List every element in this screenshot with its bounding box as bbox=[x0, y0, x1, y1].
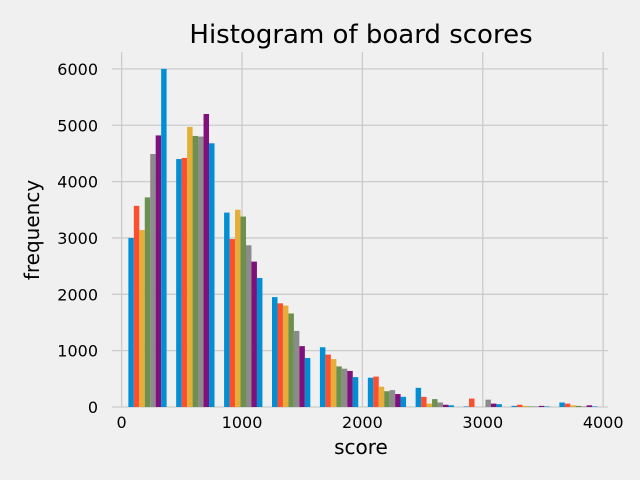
histogram-bar bbox=[133, 205, 140, 407]
x-tick-label: 1000 bbox=[222, 413, 263, 432]
y-axis-label: frequency bbox=[20, 180, 44, 280]
histogram-bar bbox=[235, 209, 241, 407]
histogram-bar bbox=[384, 391, 390, 407]
y-tick-label: 2000 bbox=[57, 285, 98, 304]
histogram-bar bbox=[288, 313, 294, 407]
y-tick-label: 1000 bbox=[57, 342, 98, 361]
x-tick-label: 4000 bbox=[583, 413, 624, 432]
x-axis-label: score bbox=[334, 435, 388, 459]
histogram-bar bbox=[176, 159, 182, 407]
histogram-bar bbox=[415, 387, 422, 407]
histogram-bar bbox=[240, 216, 246, 407]
histogram-bar bbox=[490, 403, 497, 407]
histogram-bar bbox=[347, 370, 353, 407]
histogram-bar bbox=[586, 405, 593, 407]
histogram-bar bbox=[251, 261, 257, 407]
histogram-bar bbox=[224, 212, 230, 407]
histogram-bar bbox=[592, 406, 598, 407]
histogram-bar bbox=[277, 303, 283, 407]
histogram-bar bbox=[570, 405, 576, 407]
histogram-bar bbox=[139, 230, 145, 407]
histogram-bar bbox=[144, 197, 151, 407]
histogram-bar bbox=[229, 239, 236, 407]
histogram-bar bbox=[192, 135, 199, 407]
histogram-bar bbox=[299, 346, 305, 407]
histogram-bar bbox=[319, 347, 326, 407]
histogram-bar bbox=[256, 277, 263, 407]
histogram-bar bbox=[469, 398, 475, 407]
histogram-bar bbox=[209, 143, 215, 408]
histogram-bar bbox=[496, 404, 502, 407]
y-tick-label: 3000 bbox=[57, 229, 98, 248]
histogram-bar bbox=[426, 403, 433, 407]
y-tick-labels: 0 1000 2000 3000 4000 5000 6000 bbox=[57, 60, 98, 417]
histogram-bar bbox=[352, 377, 359, 407]
histogram-bar bbox=[325, 354, 331, 407]
histogram-bar bbox=[400, 396, 407, 407]
histogram-bar bbox=[330, 359, 337, 407]
y-tick-label: 4000 bbox=[57, 173, 98, 192]
histogram-bar bbox=[161, 68, 167, 408]
histogram-bar bbox=[245, 245, 252, 407]
histogram-bar bbox=[187, 126, 193, 407]
x-tick-label: 2000 bbox=[342, 413, 383, 432]
histogram-bar bbox=[395, 394, 401, 407]
histogram-bar bbox=[282, 305, 289, 407]
histogram-bar bbox=[421, 396, 427, 407]
histogram-bar bbox=[336, 366, 342, 407]
histogram-bar bbox=[544, 406, 550, 407]
histogram-bar bbox=[463, 406, 470, 407]
histogram-bar bbox=[564, 403, 571, 407]
histogram-bar bbox=[272, 297, 278, 407]
x-tick-labels: 0 1000 2000 3000 4000 bbox=[117, 413, 624, 432]
histogram-bar bbox=[367, 377, 374, 407]
histogram-bar bbox=[341, 368, 348, 407]
histogram-bar bbox=[373, 376, 379, 407]
histogram-bar bbox=[527, 406, 534, 407]
histogram-bar bbox=[516, 404, 523, 407]
histogram-bar bbox=[181, 157, 188, 407]
histogram-bar bbox=[522, 405, 528, 407]
chart-title: Histogram of board scores bbox=[189, 20, 532, 50]
histogram-bar bbox=[128, 237, 134, 407]
histogram-bar bbox=[378, 386, 385, 407]
bars bbox=[128, 68, 598, 408]
histogram-bar bbox=[511, 405, 517, 407]
histogram-bar bbox=[437, 402, 443, 407]
histogram-bar bbox=[198, 136, 204, 407]
histogram-bar bbox=[581, 406, 587, 407]
histogram-bar bbox=[389, 390, 396, 407]
histogram-bar bbox=[150, 153, 156, 407]
histogram-bar bbox=[304, 357, 311, 407]
histogram-bar bbox=[538, 405, 545, 407]
histogram-bar bbox=[155, 135, 162, 407]
histogram-bar bbox=[293, 330, 300, 407]
histogram-bar bbox=[448, 405, 454, 407]
y-tick-label: 6000 bbox=[57, 60, 98, 79]
histogram-bar bbox=[443, 404, 449, 407]
histogram-bar bbox=[485, 399, 491, 407]
y-tick-label: 5000 bbox=[57, 116, 98, 135]
y-tick-label: 0 bbox=[88, 398, 98, 417]
histogram-bar bbox=[432, 399, 438, 407]
histogram-bar bbox=[575, 405, 582, 407]
histogram-bar bbox=[203, 113, 210, 407]
x-tick-label: 3000 bbox=[462, 413, 503, 432]
histogram-bar bbox=[559, 402, 565, 407]
histogram-bar bbox=[533, 406, 539, 407]
x-tick-label: 0 bbox=[117, 413, 127, 432]
